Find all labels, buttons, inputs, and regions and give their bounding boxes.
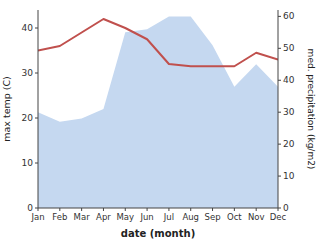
y-tick-label: 40	[22, 23, 34, 33]
y2-tick	[278, 16, 281, 17]
axes: JanFebMarAprMayJunJulAugSepOctNovDec0102…	[22, 10, 295, 222]
x-tick-label: Apr	[96, 212, 111, 222]
x-tick	[103, 208, 104, 211]
x-tick-label: May	[116, 212, 134, 222]
chart-svg: JanFebMarAprMayJunJulAugSepOctNovDec0102…	[0, 0, 318, 242]
background	[0, 0, 318, 242]
x-tick-label: Nov	[248, 212, 265, 222]
y-tick-label: 20	[22, 113, 34, 123]
x-tick-label: Jan	[30, 212, 44, 222]
y2-tick-label: 40	[283, 75, 295, 85]
x-tick	[147, 208, 148, 211]
y2-tick	[278, 80, 281, 81]
y-tick	[35, 28, 38, 29]
x-tick	[59, 208, 60, 211]
x-tick-label: Dec	[270, 212, 287, 222]
y-tick	[35, 163, 38, 164]
x-tick-label: Aug	[182, 212, 199, 222]
y2-tick	[278, 144, 281, 145]
y2-tick	[278, 48, 281, 49]
x-tick-label: Jul	[163, 212, 174, 222]
chart-container: JanFebMarAprMayJunJulAugSepOctNovDec0102…	[0, 0, 318, 242]
y-tick	[35, 118, 38, 119]
x-tick	[81, 208, 82, 211]
y2-tick	[278, 208, 281, 209]
y-tick	[35, 208, 38, 209]
x-tick	[234, 208, 235, 211]
y-tick-label: 10	[22, 158, 34, 168]
y-tick	[35, 73, 38, 74]
y2-tick-label: 60	[283, 11, 295, 21]
x-tick-label: Sep	[205, 212, 221, 222]
y2-tick-label: 10	[283, 171, 295, 181]
x-tick	[256, 208, 257, 211]
x-axis-label: date (month)	[121, 228, 195, 239]
x-tick-label: Feb	[52, 212, 67, 222]
x-tick-label: Mar	[74, 212, 91, 222]
y2-tick	[278, 112, 281, 113]
y-axis-line	[38, 10, 39, 208]
x-tick-label: Jun	[139, 212, 153, 222]
y-tick-label: 0	[27, 203, 33, 213]
x-tick	[168, 208, 169, 211]
y2-tick-label: 30	[283, 107, 295, 117]
y2-axis-line	[278, 10, 279, 208]
y2-tick-label: 20	[283, 139, 295, 149]
x-tick	[190, 208, 191, 211]
x-axis-line	[38, 208, 278, 209]
x-tick	[125, 208, 126, 211]
y2-axis-label: med. precipitation (kg/m2)	[306, 49, 316, 170]
x-tick	[212, 208, 213, 211]
y-tick-label: 30	[22, 68, 34, 78]
y-axis-label: max temp (C)	[1, 76, 12, 142]
y2-tick-label: 50	[283, 43, 295, 53]
line	[38, 19, 278, 66]
area	[38, 16, 278, 208]
plot-area	[38, 16, 278, 208]
y2-tick	[278, 176, 281, 177]
x-tick-label: Oct	[227, 212, 242, 222]
y2-tick-label: 0	[283, 203, 289, 213]
